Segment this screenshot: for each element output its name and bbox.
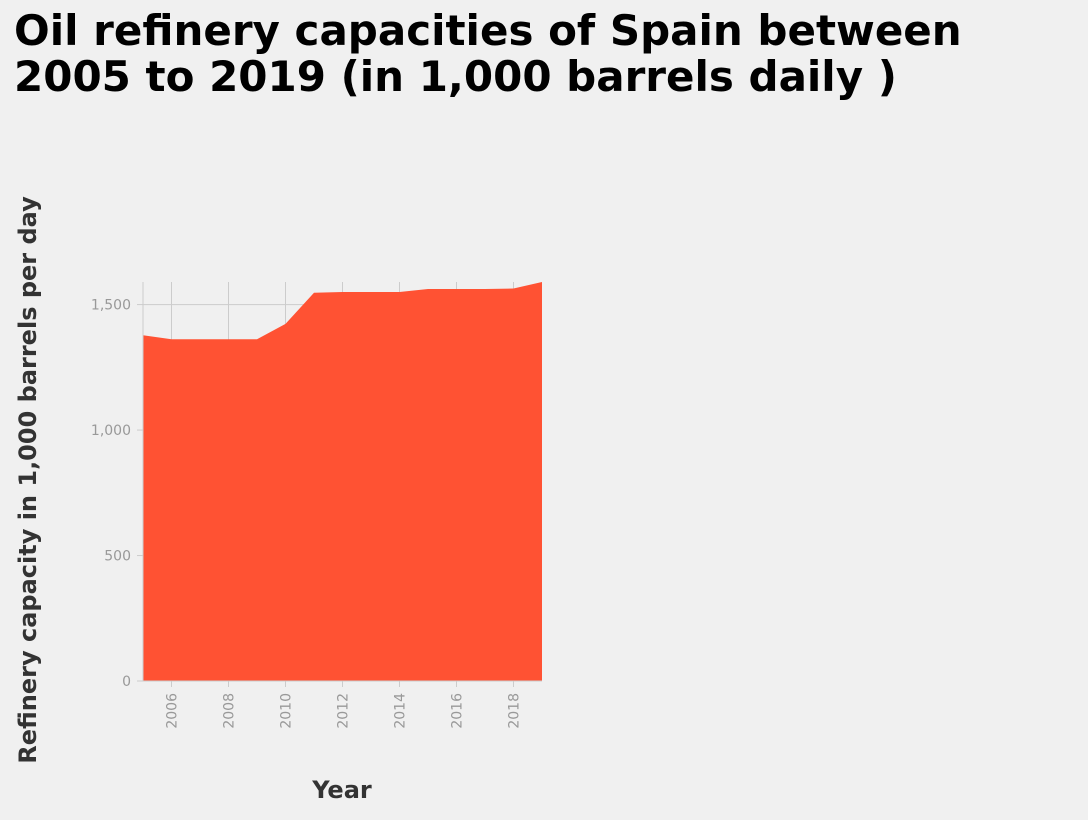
area-series (143, 282, 542, 681)
y-axis-title: Refinery capacity in 1,000 barrels per d… (14, 196, 42, 764)
x-tick-label: 2018 (507, 693, 523, 729)
x-tick-label: 2012 (336, 693, 352, 729)
y-tick-label: 1,000 (91, 423, 131, 439)
x-tick-label: 2010 (279, 693, 295, 729)
y-tick-label: 500 (104, 549, 131, 565)
y-tick-label: 1,500 (91, 298, 131, 314)
chart-title: Oil refinery capacities of Spain between… (14, 6, 962, 101)
plot-area (143, 282, 542, 681)
x-tick-label: 2016 (450, 693, 466, 729)
x-tick-label: 2014 (393, 693, 409, 729)
x-axis-title: Year (311, 776, 372, 804)
x-tick-label: 2008 (222, 693, 238, 729)
x-tick-label: 2006 (165, 693, 181, 729)
y-tick-label: 0 (122, 674, 131, 690)
axes: 0 500 1,000 1,500 2006 2008 2010 2012 2014 2016 20… (91, 282, 542, 729)
